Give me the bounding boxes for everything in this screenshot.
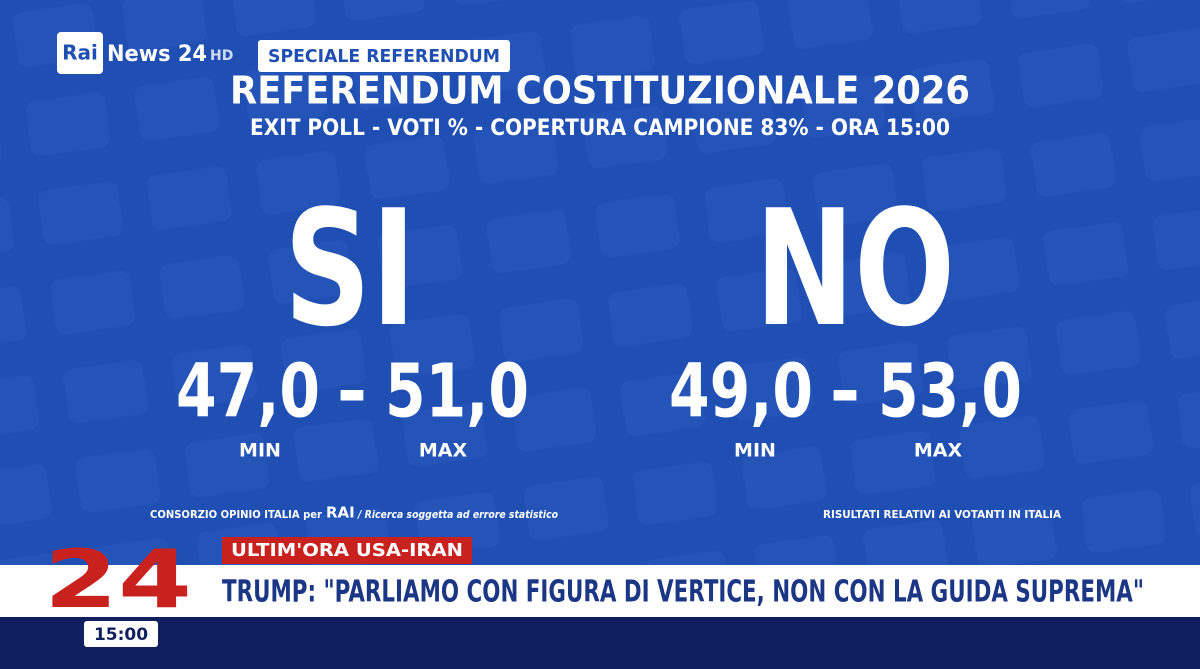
source-note: / Ricerca soggetta ad errore statistico [356,508,558,521]
option-label: NO [755,175,955,362]
ticker-headline: TRUMP: "PARLIAMO CON FIGURA DI VERTICE, … [222,575,1144,610]
ticker-time: 15:00 [94,625,148,645]
ticker-time-box [84,621,158,647]
max-label: MAX [914,440,963,462]
ticker-tag: ULTIM'ORA USA-IRAN [231,540,463,561]
source-brand: RAI [326,504,355,522]
tag-box [258,40,510,72]
title: REFERENDUM COSTITUZIONALE 2026 [230,69,970,113]
source-text: CONSORZIO OPINIO ITALIA per [150,508,323,521]
ticker-band [0,565,1200,617]
max-label: MAX [419,440,468,462]
ticker-logo: 24 [44,533,192,626]
ticker-tag-box [222,537,472,564]
subtitle: EXIT POLL - VOTI % - COPERTURA CAMPIONE … [250,116,950,141]
ticker-bottom-band [0,617,1200,669]
logo-channel: News 24 [107,42,207,67]
footnote: RISULTATI RELATIVI AI VOTANTI IN ITALIA [823,508,1061,521]
logo-quality: HD [210,48,233,64]
option-separator: - [337,349,368,435]
min-label: MIN [239,440,281,462]
option-min: 49,0 [669,349,813,435]
option-min: 47,0 [176,349,320,435]
tag: SPECIALE REFERENDUM [268,46,500,67]
logo-box [57,32,103,74]
option-label: SI [284,175,416,362]
option-max: 51,0 [385,349,529,435]
option-max: 53,0 [878,349,1022,435]
logo-brand: Rai [62,41,98,65]
min-label: MIN [734,440,776,462]
option-separator: - [830,349,861,435]
